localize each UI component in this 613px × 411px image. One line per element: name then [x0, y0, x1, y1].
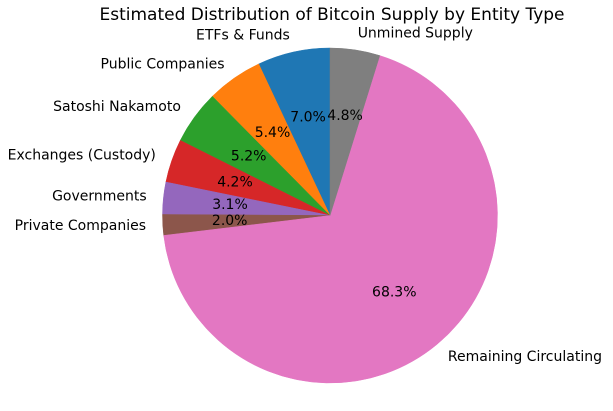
slice-label-private-companies: Private Companies — [15, 218, 146, 234]
pct-label-satoshi-nakamoto: 5.2% — [231, 148, 267, 164]
slice-label-exchanges-custody: Exchanges (Custody) — [8, 147, 156, 163]
slice-label-etfs-funds: ETFs & Funds — [196, 28, 290, 44]
slice-label-unmined-supply: Unmined Supply — [358, 25, 473, 41]
pct-label-exchanges-custody: 4.2% — [217, 175, 253, 191]
pct-label-public-companies: 5.4% — [255, 125, 291, 141]
pct-label-governments: 3.1% — [212, 197, 248, 213]
pct-label-unmined-supply: 4.8% — [327, 108, 363, 124]
slice-label-public-companies: Public Companies — [101, 56, 225, 72]
pct-label-remaining-circulating: 68.3% — [372, 285, 416, 301]
slice-label-satoshi-nakamoto: Satoshi Nakamoto — [53, 99, 181, 115]
pie-slice-unmined-supply — [329, 47, 381, 216]
pct-label-private-companies: 2.0% — [212, 213, 248, 229]
pie-slice-remaining-circulating — [163, 55, 498, 384]
slice-label-governments: Governments — [52, 188, 147, 204]
pct-label-etfs-funds: 7.0% — [290, 109, 326, 125]
chart-title: Estimated Distribution of Bitcoin Supply… — [99, 5, 565, 25]
slice-label-remaining-circulating: Remaining Circulating — [448, 349, 602, 365]
